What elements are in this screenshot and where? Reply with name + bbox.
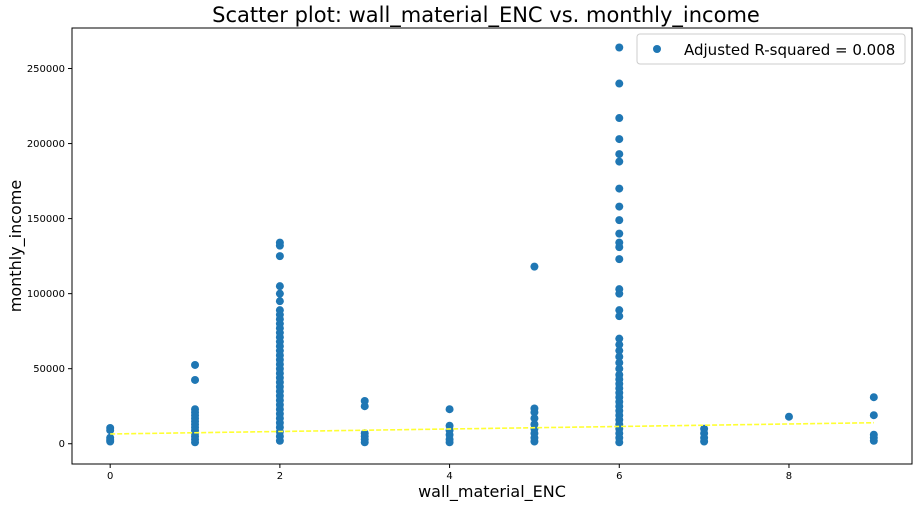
scatter-point <box>445 405 454 414</box>
regression-fit-line <box>110 421 874 435</box>
scatter-point <box>191 375 200 384</box>
scatter-point <box>445 438 454 447</box>
scatter-point <box>530 262 539 271</box>
x-tick-label: 8 <box>786 471 792 482</box>
scatter-point <box>191 360 200 369</box>
scatter-point <box>784 412 793 421</box>
scatter-point <box>275 282 284 291</box>
x-tick-label: 0 <box>107 471 113 482</box>
plot-area: 0 2 4 6 8 0 50000 100000 150000 200000 250000 <box>27 27 913 482</box>
scatter-point <box>106 426 115 435</box>
scatter-point <box>615 135 624 144</box>
scatter-point <box>275 241 284 250</box>
scatter-point <box>530 437 539 446</box>
scatter-point <box>615 150 624 159</box>
x-axis-ticks: 0 2 4 6 8 <box>107 464 792 482</box>
y-axis-ticks: 0 50000 100000 150000 200000 250000 <box>27 64 72 450</box>
scatter-point <box>615 358 624 367</box>
scatter-point <box>615 202 624 211</box>
y-tick-label: 100000 <box>27 289 65 300</box>
scatter-point <box>869 393 878 402</box>
scatter-point <box>191 438 200 447</box>
scatter-point <box>106 437 115 446</box>
scatter-point <box>615 43 624 52</box>
scatter-point <box>700 437 709 446</box>
scatter-point <box>615 346 624 355</box>
scatter-point <box>615 255 624 264</box>
legend-label: Adjusted R-squared = 0.008 <box>684 41 895 59</box>
x-tick-label: 4 <box>446 471 452 482</box>
y-tick-label: 50000 <box>33 364 65 375</box>
legend-marker <box>653 45 661 53</box>
scatter-point <box>615 312 624 321</box>
scatter-point <box>615 438 624 447</box>
x-axis-label: wall_material_ENC <box>418 482 566 502</box>
scatter-point <box>615 340 624 349</box>
scatter-point <box>275 252 284 261</box>
y-axis-label: monthly_income <box>6 180 26 312</box>
scatter-point <box>360 402 369 411</box>
chart-title: Scatter plot: wall_material_ENC vs. mont… <box>212 3 760 28</box>
scatter-point <box>615 229 624 238</box>
scatter-point <box>615 306 624 315</box>
y-tick-label: 250000 <box>27 64 65 75</box>
x-tick-label: 6 <box>616 471 622 482</box>
scatter-point <box>615 289 624 298</box>
scatter-point <box>615 216 624 225</box>
scatter-point <box>275 436 284 445</box>
scatter-point <box>275 289 284 298</box>
scatter-point <box>615 114 624 123</box>
data-points <box>106 43 878 447</box>
scatter-point <box>869 436 878 445</box>
scatter-point <box>615 243 624 252</box>
scatter-point <box>615 79 624 88</box>
x-tick-label: 2 <box>277 471 283 482</box>
y-tick-label: 0 <box>59 439 65 450</box>
scatter-point <box>530 408 539 417</box>
scatter-point <box>615 334 624 343</box>
scatter-point <box>869 411 878 420</box>
scatter-point <box>615 157 624 166</box>
scatter-point <box>275 297 284 306</box>
scatter-point <box>530 414 539 423</box>
scatter-point <box>615 364 624 373</box>
legend-box <box>636 33 906 65</box>
y-tick-label: 150000 <box>27 214 65 225</box>
legend: Adjusted R-squared = 0.008 <box>636 33 906 65</box>
scatter-point <box>615 352 624 361</box>
scatter-point <box>360 438 369 447</box>
y-tick-label: 200000 <box>27 139 65 150</box>
scatter-point <box>615 184 624 193</box>
axes-frame <box>71 27 913 465</box>
